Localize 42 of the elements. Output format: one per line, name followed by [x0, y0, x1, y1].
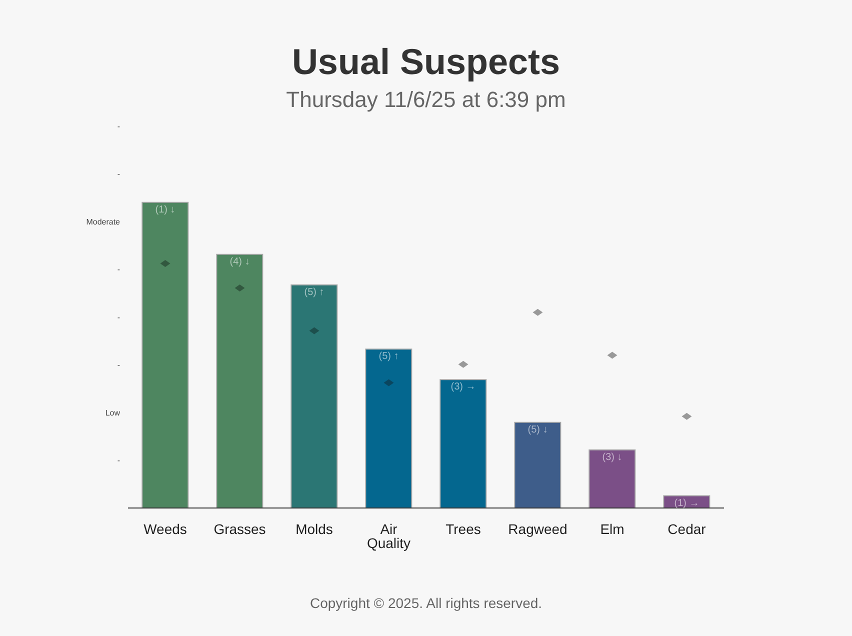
point: [160, 260, 170, 268]
x-tick-label: Elm: [600, 520, 624, 537]
text: Low: [105, 408, 120, 418]
annotation: (5) ↑: [378, 351, 399, 362]
text: -: [117, 360, 120, 370]
text: -: [117, 265, 120, 274]
bar: [290, 284, 338, 508]
x-tick-label: Air Quality: [366, 520, 411, 551]
x-tick-label: Grasses: [214, 520, 266, 537]
point: [607, 352, 618, 359]
x-tick-label: Trees: [446, 520, 481, 537]
x-tick-label: Ragweed: [508, 520, 568, 537]
bar: [216, 254, 264, 508]
text: Moderate: [86, 217, 121, 226]
point: [458, 360, 468, 368]
annotation: (1) →: [674, 498, 700, 509]
annotation: (3) →: [450, 382, 476, 393]
x-tick-label: Cedar: [668, 520, 706, 537]
annotation: (5) ↓: [528, 424, 548, 436]
text: -: [117, 122, 120, 131]
text: Copyright © 2025. All rights reserved.: [308, 594, 544, 612]
bar: [440, 379, 487, 508]
point: [384, 379, 394, 386]
bar: [514, 422, 562, 508]
annotation: (3) ↓: [602, 452, 622, 463]
text: -: [117, 456, 120, 466]
point: [682, 412, 692, 420]
x-tick-label: Molds: [296, 520, 333, 537]
text: -: [117, 312, 120, 322]
point: [309, 327, 320, 334]
chart-subtitle: Thursday 11/6/25 at 6:39 pm: [285, 87, 567, 112]
bar: [365, 348, 412, 508]
bar: [142, 202, 189, 508]
annotation: (1) ↓: [155, 204, 176, 216]
point: [532, 308, 543, 316]
text: -: [117, 170, 120, 179]
annotation: (4) ↓: [230, 256, 250, 268]
x-tick-label: Weeds: [144, 520, 187, 537]
point: [234, 284, 245, 292]
annotation: (5) ↑: [304, 286, 324, 298]
chart-title: Usual Suspects: [290, 41, 562, 82]
bar: [588, 449, 636, 508]
